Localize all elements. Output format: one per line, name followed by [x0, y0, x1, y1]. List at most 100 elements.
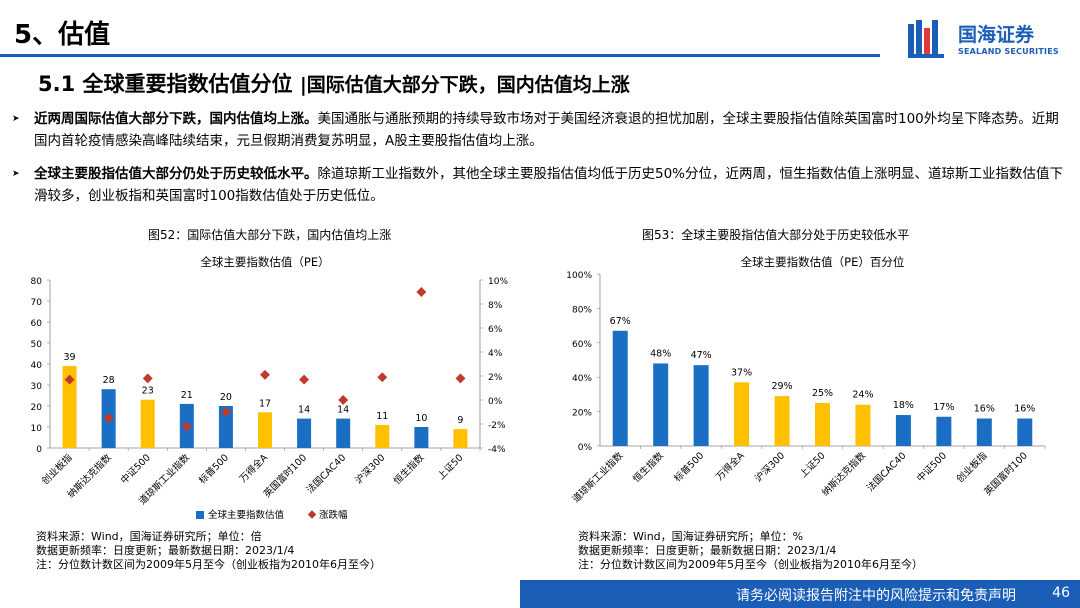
pe-bar — [297, 418, 312, 448]
x-category-label: 法国CAC40 — [864, 450, 908, 494]
x-category-label: 创业板指 — [39, 451, 75, 487]
right-figure-caption: 图53：全球主要股指估值大部分处于历史较低水平 — [642, 228, 910, 242]
header-rule — [0, 54, 880, 57]
change-marker — [220, 407, 231, 417]
bullet-1-text: 美国通胀与通胀预期的持续导致市场对于美国经济衰退的担忧加剧，全球主要股指估值除英… — [34, 111, 1059, 149]
x-category-label: 中证500 — [914, 450, 949, 485]
x-category-label: 上证50 — [436, 452, 466, 482]
legend-marker-label: 涨跌幅 — [319, 509, 348, 521]
percentile-bar — [1017, 418, 1033, 446]
x-category-label: 标普500 — [196, 452, 231, 487]
pe-bar — [62, 366, 77, 448]
x-category-label: 法国CAC40 — [304, 452, 348, 496]
pe-value-label: 20 — [220, 392, 232, 403]
pe-valuation-chart: 全球主要指数估值（PE） 0 10 20 30 40 50 60 70 80 -4% -2% 0% 2% 4… — [31, 255, 509, 521]
pe-percentile-chart: 全球主要指数估值（PE）百分位 0% 20% 40% 60% 80% 100% 67% 道琼斯工… — [566, 255, 1046, 505]
percentile-bar — [734, 382, 750, 446]
y2-tick-label: 10% — [488, 277, 508, 287]
change-marker — [142, 373, 153, 384]
logo-mark-icon — [908, 20, 944, 58]
subtitle-sub: 国际估值大部分下跌，国内估值均上涨 — [306, 74, 630, 96]
y-tick-label: 60% — [572, 340, 592, 350]
pe-value-label: 14 — [298, 405, 310, 416]
pe-value-label: 39 — [63, 352, 75, 363]
left-figure-caption: 图52：国际估值大部分下跌，国内估值均上涨 — [148, 228, 392, 242]
subtitle-separator: | — [299, 74, 307, 96]
y2-tick-label: 8% — [488, 301, 503, 311]
percentile-value-label: 48% — [650, 348, 671, 359]
pe-value-label: 23 — [142, 386, 154, 397]
percentile-bar — [936, 416, 952, 446]
left-note-line: 数据更新频率：日度更新；最新数据日期：2023/1/4 — [36, 544, 295, 557]
percentile-bar — [895, 415, 911, 446]
bullet-arrow-icon: ➤ — [12, 169, 20, 179]
pe-value-label: 17 — [259, 398, 271, 409]
y2-tick-label: 2% — [488, 373, 503, 383]
pe-value-label: 21 — [181, 390, 193, 401]
pe-bar — [218, 406, 233, 448]
percentile-value-label: 16% — [974, 403, 995, 414]
y-tick-label: 100% — [566, 271, 592, 281]
x-category-label: 中证500 — [118, 452, 153, 487]
percentile-bar — [815, 403, 830, 446]
change-marker — [181, 421, 192, 432]
y2-tick-label: 6% — [488, 325, 503, 335]
y-tick-label: 20% — [572, 409, 592, 419]
y-tick-label: 50 — [31, 340, 43, 350]
pe-bar — [375, 424, 390, 448]
percentile-value-label: 29% — [771, 381, 792, 392]
pe-value-label: 28 — [103, 375, 115, 386]
legend-bar-label: 全球主要指数估值 — [208, 509, 285, 521]
x-category-label: 沪深300 — [353, 452, 388, 487]
change-marker — [299, 374, 310, 385]
pe-bar — [140, 399, 155, 448]
x-category-label: 纳斯达克指数 — [819, 449, 868, 498]
pe-bar — [414, 427, 429, 448]
y-tick-label: 80% — [572, 305, 592, 315]
chart-title: 全球主要指数估值（PE）百分位 — [741, 255, 905, 269]
pe-value-label: 14 — [337, 405, 349, 416]
percentile-bar — [653, 363, 669, 446]
change-marker — [338, 395, 349, 405]
right-note-line: 资料来源：Wind，国海证券研究所；单位：% — [578, 530, 804, 543]
pe-value-label: 11 — [376, 411, 388, 422]
percentile-bar — [774, 396, 790, 446]
change-marker — [260, 369, 270, 380]
x-category-label: 万得全A — [713, 449, 747, 483]
left-source-note: 资料来源：Wind，国海证券研究所；单位：倍 数据更新频率：日度更新；最新数据日… — [36, 530, 381, 572]
y-tick-label: 40% — [572, 374, 592, 384]
percentile-value-label: 24% — [852, 390, 873, 401]
y-tick-label: 0 — [36, 445, 42, 455]
y-tick-label: 70 — [31, 298, 43, 308]
x-category-label: 沪深300 — [752, 450, 787, 485]
y-tick-label: 10 — [31, 424, 43, 434]
percentile-bar — [855, 404, 871, 446]
change-marker — [377, 372, 388, 383]
y2-tick-label: 4% — [488, 349, 503, 359]
percentile-value-label: 16% — [1014, 403, 1035, 414]
pe-bar — [336, 418, 351, 448]
change-marker — [416, 287, 427, 297]
bullet-2-text: 除道琼斯工业指数外，其他全球主要股指估值均低于历史50%分位，近两周，恒生指数估… — [34, 166, 1064, 204]
left-note-line: 资料来源：Wind，国海证券研究所；单位：倍 — [36, 530, 262, 543]
company-logo: 国海证券 SEALAND SECURITIES — [906, 18, 1066, 64]
pe-value-label: 9 — [457, 415, 463, 426]
y-tick-label: 0% — [578, 443, 593, 453]
legend-bar-swatch — [196, 511, 204, 519]
page-number: 46 — [1052, 585, 1070, 601]
percentile-bar — [976, 418, 992, 446]
x-category-label: 道琼斯工业指数 — [570, 449, 626, 505]
percentile-bar — [693, 365, 709, 446]
x-category-label: 英国富时100 — [982, 450, 1030, 498]
y2-tick-label: -2% — [488, 421, 506, 431]
left-note-line: 注：分位数计数区间为2009年5月至今（创业板指为2010年6月至今） — [36, 558, 381, 571]
right-note-line: 数据更新频率：日度更新；最新数据日期：2023/1/4 — [578, 544, 837, 557]
pe-value-label: 10 — [415, 413, 427, 424]
section-title: 5、估值 — [14, 20, 111, 50]
percentile-value-label: 67% — [610, 316, 631, 327]
x-category-label: 恒生指数 — [630, 449, 666, 485]
footer-bar: 请务必阅读报告附注中的风险提示和免责声明 46 — [0, 580, 1080, 608]
y-tick-label: 80 — [31, 277, 43, 287]
percentile-value-label: 17% — [933, 402, 954, 413]
y-tick-label: 40 — [31, 361, 43, 371]
